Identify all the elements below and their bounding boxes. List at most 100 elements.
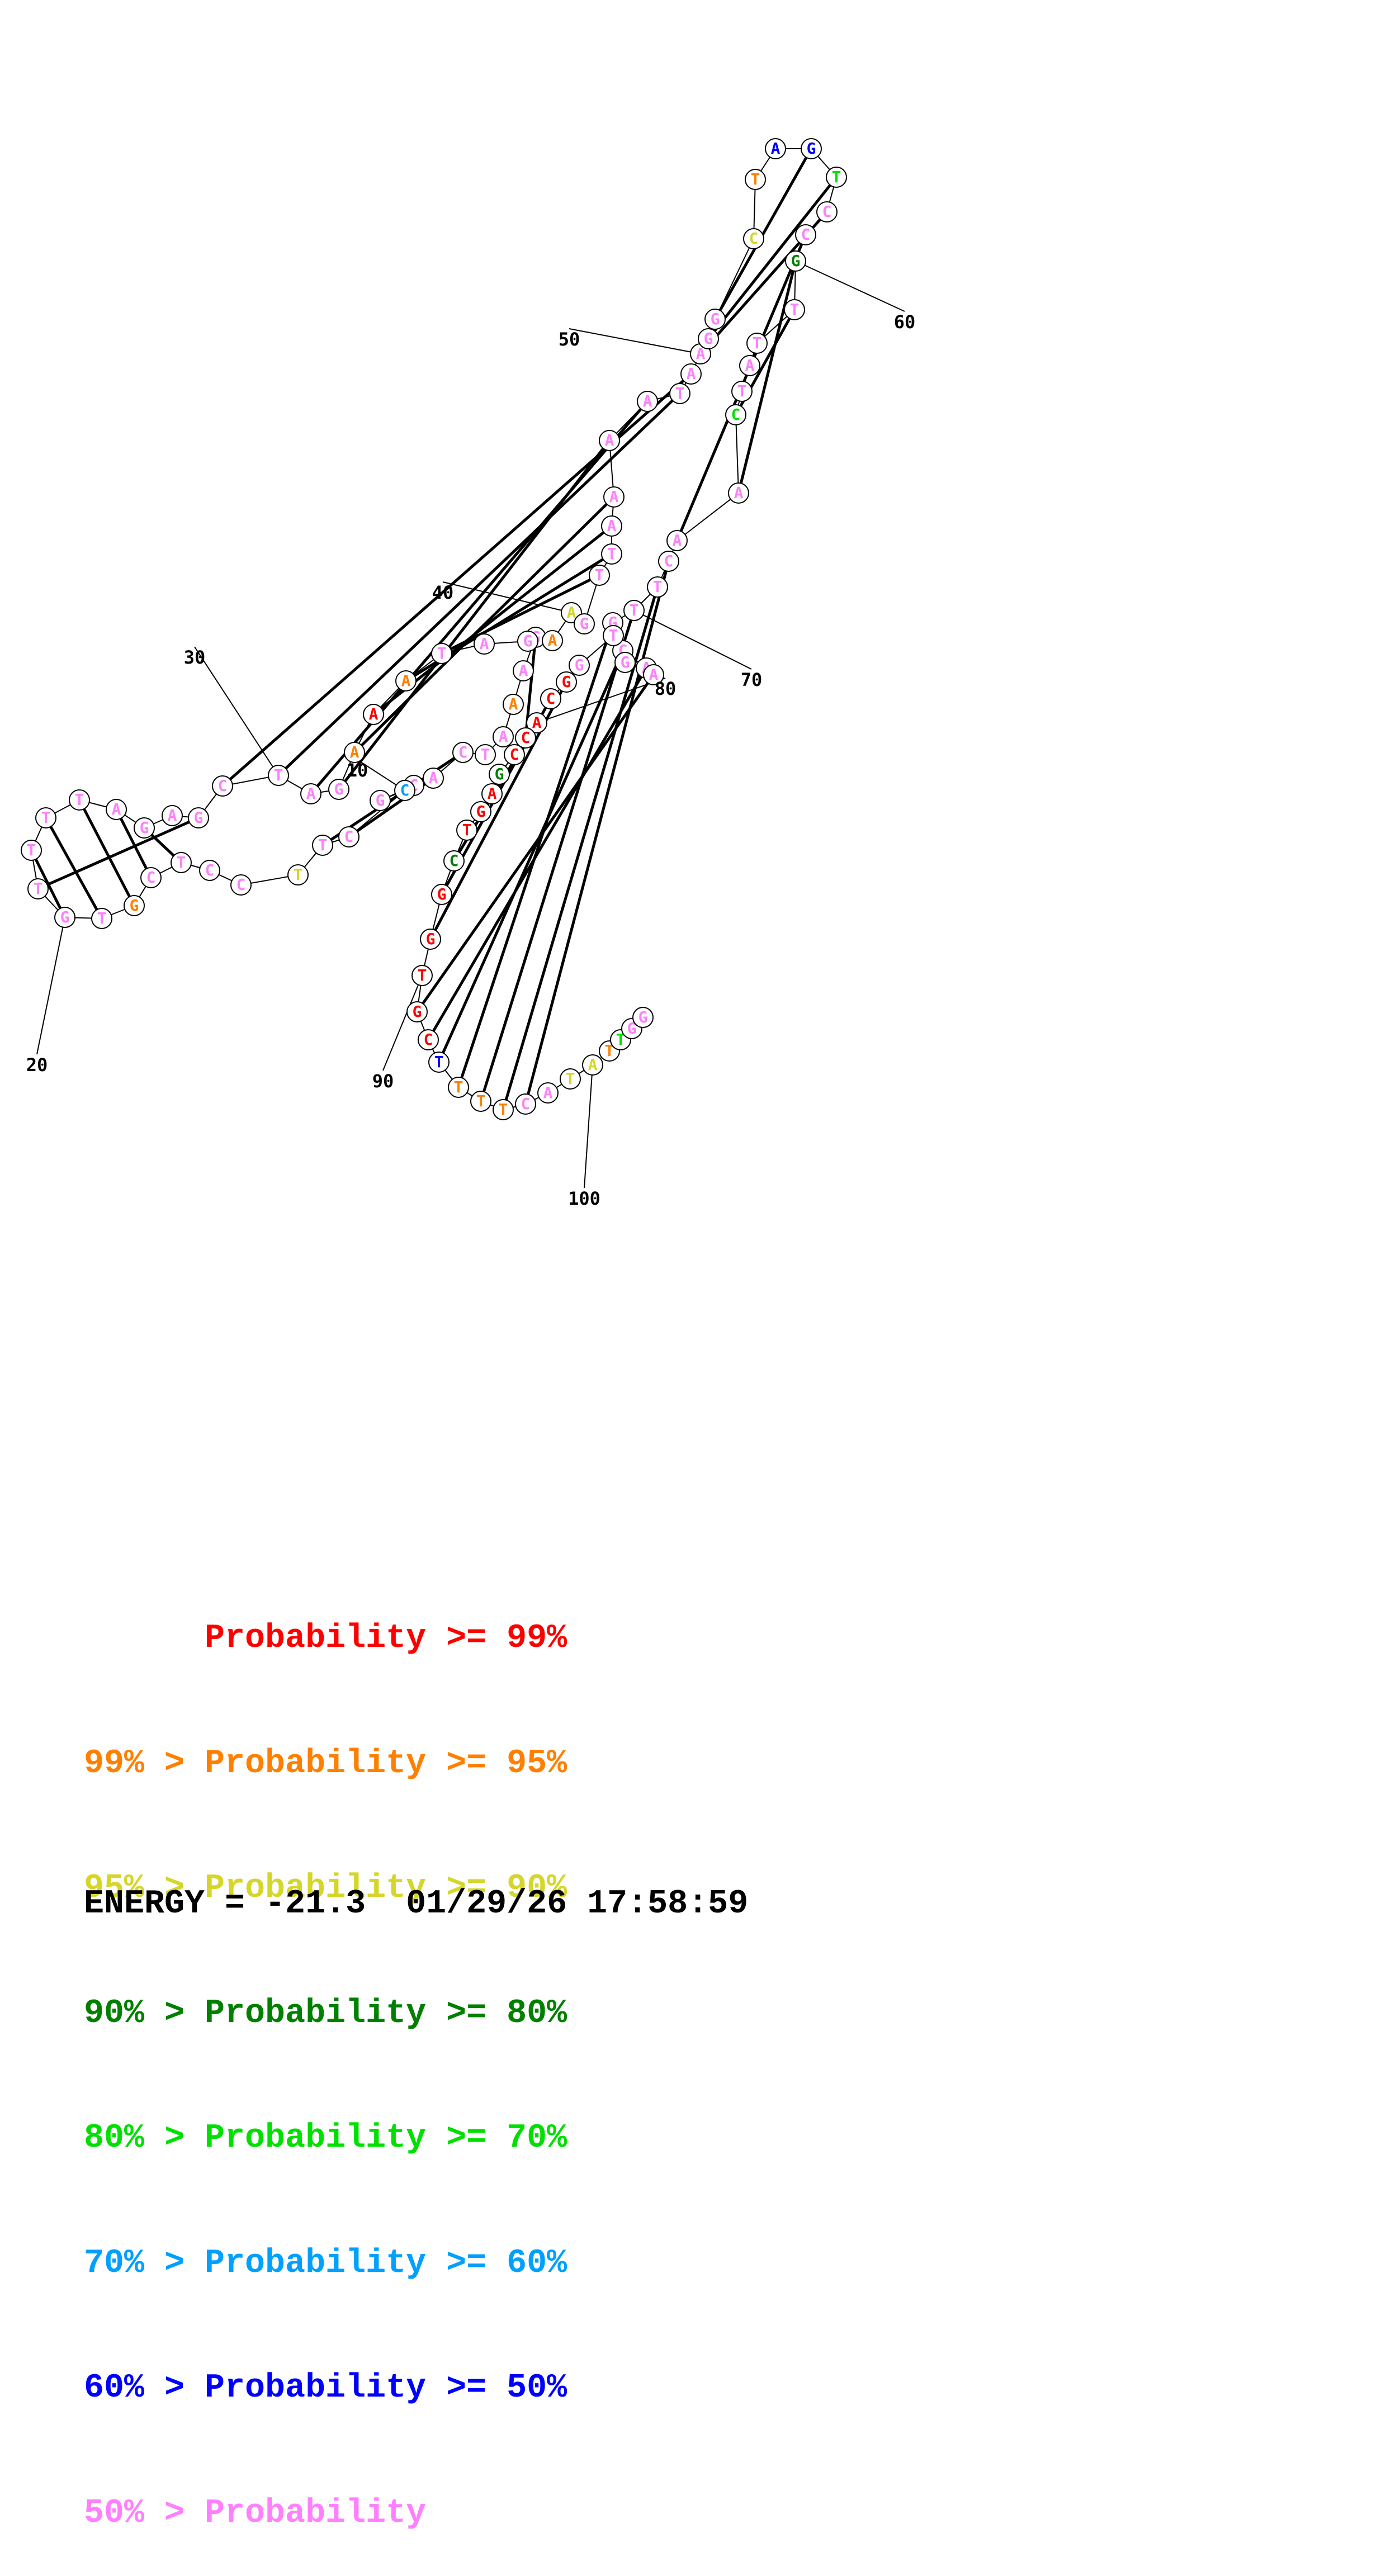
energy-timestamp: ENERGY = -21.3 01/29/26 17:58:59 bbox=[84, 1885, 749, 1923]
nucleotide-23: T bbox=[35, 807, 56, 828]
nucleotide-letter: G bbox=[130, 896, 139, 915]
index-label-60: 60 bbox=[894, 311, 916, 333]
nucleotide-letter: G bbox=[704, 329, 713, 348]
base-pair-bonds bbox=[30, 148, 838, 1110]
nucleotide-letter: G bbox=[476, 802, 486, 821]
nucleotide-letter: T bbox=[595, 566, 604, 584]
nucleotide-letter: A bbox=[543, 1083, 553, 1102]
nucleotide-letter: T bbox=[454, 1078, 463, 1096]
nucleotide-letter: A bbox=[168, 806, 177, 825]
nucleotide-letter: T bbox=[481, 745, 490, 764]
nucleotide-34: A bbox=[363, 704, 384, 725]
nucleotide-26: G bbox=[134, 817, 155, 839]
nucleotide-letter: G bbox=[562, 673, 571, 691]
nucleotide-letter: G bbox=[376, 791, 385, 809]
nucleotide-14: C bbox=[230, 874, 252, 896]
nucleotide-letter: A bbox=[548, 631, 557, 650]
nucleotide-circle bbox=[560, 1068, 581, 1090]
nucleotide-letter: T bbox=[753, 334, 762, 352]
nucleotide-circle bbox=[481, 783, 503, 804]
base-pair-bond bbox=[713, 148, 813, 320]
nucleotide-circle bbox=[338, 826, 359, 847]
base-pair-bond bbox=[502, 586, 659, 1110]
probability-legend: Probability >= 99% 99% > Probability >= … bbox=[84, 1535, 567, 2576]
backbone-link bbox=[677, 493, 739, 541]
nucleotide-letter: A bbox=[745, 356, 755, 375]
nucleotide-49: A bbox=[680, 363, 702, 385]
nucleotide-circle bbox=[503, 694, 524, 715]
nucleotide-circle bbox=[363, 704, 384, 725]
nucleotide-letter: C bbox=[205, 861, 215, 879]
nucleotide-circle bbox=[826, 167, 847, 188]
nucleotide-circle bbox=[431, 884, 452, 905]
nucleotide-circle bbox=[582, 1054, 603, 1076]
nucleotide-circle bbox=[489, 764, 510, 785]
index-label-70: 70 bbox=[741, 669, 763, 690]
nucleotide-nodes: GAAATCACGCCTTCCTCGTGTTTTAGAGCTAGAAATAGAA… bbox=[21, 138, 847, 1120]
nucleotide-65: C bbox=[725, 404, 746, 425]
nucleotide-92: C bbox=[418, 1029, 439, 1050]
nucleotide-letter: T bbox=[274, 766, 283, 784]
nucleotide-letter: T bbox=[832, 168, 841, 186]
nucleotide-11: C bbox=[338, 826, 359, 847]
nucleotide-78: G bbox=[556, 671, 577, 693]
nucleotide-circle bbox=[601, 543, 622, 565]
nucleotide-75: G bbox=[614, 652, 636, 673]
nucleotide-88: G bbox=[431, 884, 452, 905]
nucleotide-circle bbox=[69, 789, 90, 811]
nucleotide-circle bbox=[698, 328, 719, 349]
nucleotide-circle bbox=[816, 201, 838, 222]
nucleotide-51: G bbox=[698, 328, 719, 349]
index-tick-line bbox=[36, 917, 65, 1055]
nucleotide-letter: C bbox=[400, 781, 410, 799]
nucleotide-letter: G bbox=[334, 780, 344, 798]
nucleotide-circle bbox=[452, 742, 474, 763]
nucleotide-circle bbox=[526, 712, 547, 733]
nucleotide-circle bbox=[784, 299, 805, 320]
base-pair-bond bbox=[338, 439, 611, 790]
legend-entry-80: 90% > Probability >= 80% bbox=[84, 1994, 567, 2033]
nucleotide-letter: C bbox=[424, 1030, 433, 1049]
nucleotide-circle bbox=[669, 383, 690, 404]
nucleotide-letter: T bbox=[607, 544, 617, 563]
nucleotide-letter: A bbox=[643, 392, 652, 410]
base-pair-bond bbox=[737, 261, 797, 494]
nucleotide-94: T bbox=[448, 1077, 469, 1098]
nucleotide-95: T bbox=[470, 1091, 491, 1112]
nucleotide-circle bbox=[680, 363, 702, 385]
nucleotide-82: C bbox=[504, 744, 525, 765]
legend-entry-below-50: 50% > Probability bbox=[84, 2494, 427, 2532]
nucleotide-letter: A bbox=[509, 695, 518, 713]
nucleotide-83: G bbox=[489, 764, 510, 785]
nucleotide-letter: G bbox=[140, 818, 149, 837]
nucleotide-letter: C bbox=[822, 202, 832, 221]
nucleotide-circle bbox=[443, 850, 465, 872]
base-pair-bond bbox=[78, 799, 136, 907]
nucleotide-4: A bbox=[493, 726, 514, 747]
index-label-90: 90 bbox=[372, 1071, 394, 1092]
nucleotide-letter: G bbox=[575, 656, 584, 674]
nucleotide-letter: C bbox=[731, 405, 741, 424]
nucleotide-letter: T bbox=[609, 626, 618, 645]
nucleotide-circle bbox=[556, 671, 577, 693]
nucleotide-circle bbox=[493, 726, 514, 747]
nucleotide-letter: A bbox=[401, 671, 411, 690]
nucleotide-circle bbox=[475, 744, 496, 765]
nucleotide-letter: G bbox=[711, 310, 720, 328]
base-pair-bond bbox=[437, 650, 625, 1063]
nucleotide-circle bbox=[785, 250, 806, 272]
nucleotide-circle bbox=[300, 783, 321, 804]
nucleotide-letter: A bbox=[567, 603, 576, 622]
nucleotide-circle bbox=[517, 631, 538, 652]
nucleotide-44: A bbox=[601, 515, 622, 537]
nucleotide-letter: T bbox=[34, 879, 43, 898]
nucleotide-letter: A bbox=[488, 784, 497, 803]
index-tick-line bbox=[536, 678, 666, 723]
nucleotide-6: C bbox=[452, 742, 474, 763]
nucleotide-letter: G bbox=[413, 1002, 422, 1021]
nucleotide-letter: A bbox=[306, 784, 316, 803]
base-pair-bond bbox=[707, 176, 838, 340]
legend-entry-50: 60% > Probability >= 50% bbox=[84, 2369, 567, 2407]
nucleotide-77: G bbox=[569, 655, 590, 676]
nucleotide-circle bbox=[731, 381, 753, 402]
